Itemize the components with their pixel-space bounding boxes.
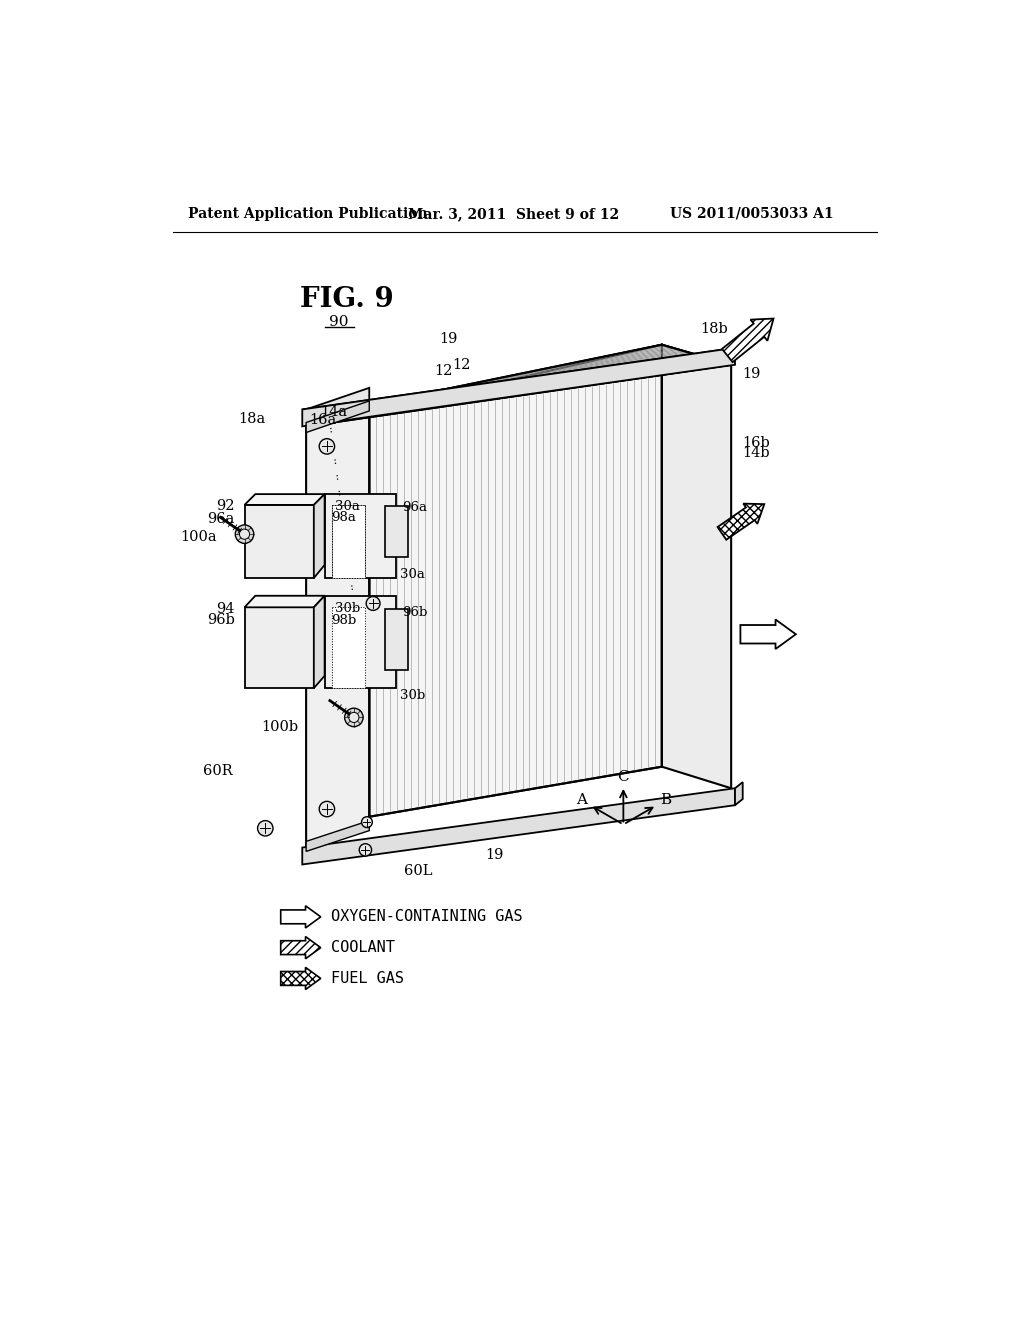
Polygon shape: [306, 388, 370, 426]
Text: 16a: 16a: [309, 413, 337, 428]
Text: 18b: 18b: [700, 322, 728, 337]
Text: 12: 12: [453, 358, 471, 372]
Text: 30a: 30a: [400, 568, 425, 581]
Text: 96b: 96b: [402, 606, 428, 619]
Text: B: B: [659, 793, 671, 808]
Text: Mar. 3, 2011  Sheet 9 of 12: Mar. 3, 2011 Sheet 9 of 12: [408, 207, 618, 220]
Circle shape: [258, 821, 273, 836]
Text: US 2011/0053033 A1: US 2011/0053033 A1: [670, 207, 834, 220]
Polygon shape: [740, 619, 796, 649]
Text: 30a: 30a: [335, 500, 359, 513]
Circle shape: [359, 843, 372, 857]
Text: FIG. 9: FIG. 9: [300, 286, 393, 313]
Polygon shape: [245, 607, 313, 688]
Circle shape: [240, 529, 250, 540]
Text: COOLANT: COOLANT: [331, 940, 394, 956]
Circle shape: [319, 438, 335, 454]
Text: 16b: 16b: [742, 437, 770, 450]
Text: FUEL GAS: FUEL GAS: [331, 972, 403, 986]
Polygon shape: [281, 968, 321, 990]
Polygon shape: [325, 595, 396, 688]
Polygon shape: [306, 401, 370, 433]
Polygon shape: [245, 506, 313, 578]
Text: C: C: [617, 770, 629, 784]
Polygon shape: [313, 494, 325, 578]
Circle shape: [361, 817, 373, 828]
Text: 60R: 60R: [203, 763, 232, 777]
Text: 19: 19: [742, 367, 761, 381]
Text: Patent Application Publication: Patent Application Publication: [188, 207, 428, 220]
Text: 19: 19: [484, 849, 503, 862]
Polygon shape: [385, 609, 408, 671]
Polygon shape: [306, 821, 370, 851]
Polygon shape: [662, 345, 731, 788]
Text: 96a: 96a: [402, 500, 427, 513]
Polygon shape: [281, 906, 321, 928]
Circle shape: [319, 801, 335, 817]
Text: 60L: 60L: [404, 863, 433, 878]
Circle shape: [349, 713, 359, 722]
Polygon shape: [333, 506, 366, 578]
Polygon shape: [370, 345, 662, 817]
Polygon shape: [245, 494, 325, 506]
Polygon shape: [302, 348, 735, 426]
Polygon shape: [385, 507, 408, 557]
Polygon shape: [302, 788, 735, 865]
Text: 100b: 100b: [261, 719, 298, 734]
Circle shape: [345, 708, 364, 726]
Text: 30b: 30b: [335, 602, 359, 615]
Text: 90: 90: [329, 315, 348, 330]
Text: 92: 92: [216, 499, 234, 513]
Circle shape: [236, 525, 254, 544]
Text: 98b: 98b: [331, 614, 356, 627]
Polygon shape: [325, 494, 396, 578]
Polygon shape: [313, 595, 325, 688]
Polygon shape: [333, 607, 366, 688]
Text: 19: 19: [439, 333, 458, 346]
Polygon shape: [281, 937, 321, 958]
Circle shape: [367, 597, 380, 610]
Polygon shape: [735, 781, 742, 805]
Text: 30b: 30b: [400, 689, 425, 702]
Polygon shape: [245, 595, 325, 607]
Text: OXYGEN-CONTAINING GAS: OXYGEN-CONTAINING GAS: [331, 909, 522, 924]
Text: 14b: 14b: [742, 446, 770, 461]
Polygon shape: [302, 348, 742, 416]
Text: 100a: 100a: [180, 531, 217, 544]
Text: 12: 12: [435, 364, 453, 378]
Text: 96a: 96a: [207, 512, 234, 525]
Text: 18a: 18a: [238, 412, 265, 425]
Text: 94: 94: [216, 602, 234, 616]
Polygon shape: [306, 405, 370, 847]
Text: 96b: 96b: [207, 614, 234, 627]
Polygon shape: [718, 504, 764, 540]
Polygon shape: [306, 345, 731, 426]
Polygon shape: [333, 506, 366, 578]
Text: 98a: 98a: [331, 511, 355, 524]
Text: 14a: 14a: [321, 405, 348, 420]
Text: A: A: [575, 793, 587, 808]
Polygon shape: [722, 318, 773, 362]
